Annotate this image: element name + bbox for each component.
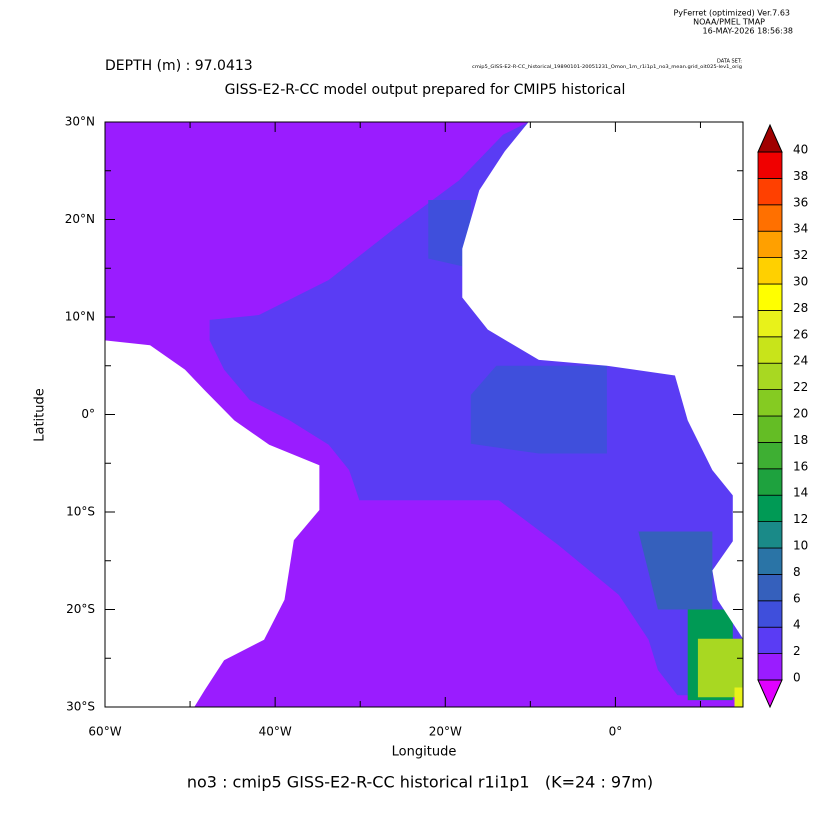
land — [462, 122, 743, 639]
y-tick-label: 10°S — [66, 505, 95, 519]
colorbar-box — [757, 389, 783, 417]
y-tick-label: 10°N — [65, 310, 95, 324]
colorbar-box — [757, 574, 783, 602]
colorbar-box — [757, 415, 783, 443]
footer: no3 : cmip5 GISS-E2-R-CC historical r1i1… — [187, 773, 653, 792]
colorbar-label: 14 — [793, 486, 808, 500]
y-tick-label: 20°N — [65, 212, 95, 226]
x-tick-label: 0° — [609, 725, 623, 739]
colorbar-box — [757, 257, 783, 285]
colorbar-label: 34 — [793, 222, 808, 236]
colorbar-box — [757, 283, 783, 311]
y-tick-label: 0° — [81, 407, 95, 421]
header-line: PyFerret (optimized) Ver.7.63 — [673, 9, 790, 18]
colorbar-label: 28 — [793, 301, 808, 315]
colorbar-box — [757, 309, 783, 338]
land — [105, 340, 320, 707]
y-axis-label: Latitude — [33, 388, 48, 442]
header-line: 16-MAY-2026 18:56:38 — [703, 27, 793, 36]
colorbar-box — [757, 626, 783, 655]
value-region — [470, 365, 607, 454]
colorbar-label: 8 — [793, 565, 801, 579]
dataset-label: DATA SET: — [717, 59, 742, 65]
colorbar-label: 24 — [793, 354, 808, 368]
colorbar-box — [757, 653, 783, 681]
colorbar-label: 22 — [793, 380, 808, 394]
colorbar-label: 6 — [793, 591, 801, 605]
colorbar-label: 16 — [793, 459, 808, 473]
dataset-name: cmip5_GISS-E2-R-CC_historical_19890101-2… — [472, 64, 743, 69]
x-axis-label: Longitude — [392, 745, 457, 760]
colorbar-label: 40 — [793, 143, 808, 157]
colorbar-box — [757, 151, 783, 179]
value-region — [697, 638, 743, 698]
y-tick-label: 30°S — [66, 700, 95, 714]
colorbar-label: 36 — [793, 195, 808, 209]
depth-label: DEPTH (m) : 97.0413 — [105, 58, 253, 74]
colorbar-label: 18 — [793, 433, 808, 447]
y-tick-label: 20°S — [66, 602, 95, 616]
x-tick-label: 20°W — [429, 725, 462, 739]
colorbar-label: 38 — [793, 169, 808, 183]
colorbar-under — [757, 679, 783, 709]
colorbar-box — [757, 230, 783, 258]
colorbar-label: 30 — [793, 275, 808, 289]
map-layer — [105, 122, 743, 707]
colorbar-box — [757, 600, 783, 628]
colorbar-label: 10 — [793, 539, 808, 553]
colorbar-box — [757, 468, 783, 496]
value-region — [638, 531, 713, 610]
value-region — [428, 200, 471, 269]
colorbar-label: 26 — [793, 327, 808, 341]
colorbar-box — [757, 204, 783, 232]
colorbar-label: 2 — [793, 644, 801, 658]
colorbar-label: 12 — [793, 512, 808, 526]
colorbar-box — [757, 362, 783, 391]
colorbar-label: 32 — [793, 248, 808, 262]
colorbar-label: 20 — [793, 407, 808, 421]
colorbar-box — [757, 547, 783, 575]
colorbar-box — [757, 336, 783, 364]
y-tick-label: 30°N — [65, 115, 95, 129]
x-tick-label: 40°W — [259, 725, 292, 739]
value-region — [734, 687, 743, 707]
colorbar-label: 4 — [793, 618, 801, 632]
colorbar-over — [757, 123, 783, 153]
chart-title: GISS-E2-R-CC model output prepared for C… — [225, 82, 626, 98]
header-line: NOAA/PMEL TMAP — [693, 18, 765, 27]
colorbar-label: 0 — [793, 671, 801, 685]
x-tick-label: 60°W — [88, 725, 121, 739]
colorbar-box — [757, 441, 783, 470]
colorbar-box — [757, 521, 783, 549]
colorbar-box — [757, 494, 783, 523]
colorbar-box — [757, 177, 783, 206]
